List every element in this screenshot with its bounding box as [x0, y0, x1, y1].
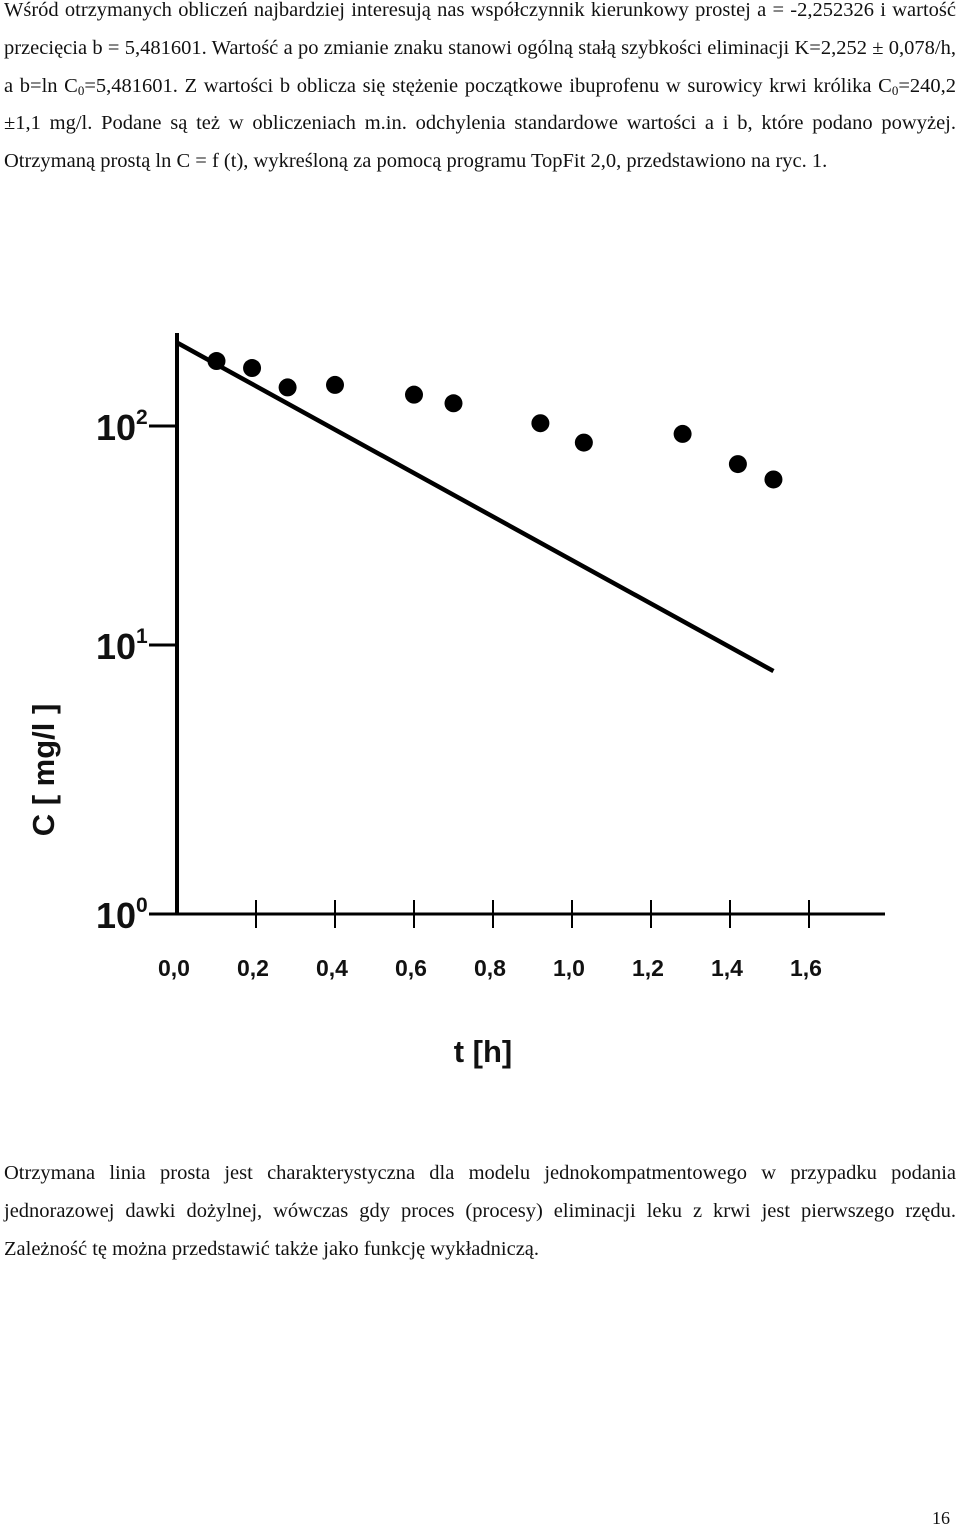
intro-text-2: =5,481601. Z wartości b oblicza się stęż…: [84, 74, 892, 97]
x-tick-label: 0,4: [316, 955, 348, 981]
x-tick-label: 0,6: [395, 955, 427, 981]
y-tick-exponent: 1: [136, 625, 148, 648]
data-point: [728, 455, 747, 474]
x-tick-label: 1,6: [790, 955, 822, 981]
subscript-zero: 0: [77, 82, 85, 98]
y-tick-label: 101: [96, 625, 148, 667]
data-point: [405, 385, 423, 404]
x-tick-label: 1,4: [711, 955, 743, 981]
page-number: 16: [932, 1508, 950, 1528]
x-axis-label: t [h]: [454, 1034, 513, 1069]
y-tick-label: 100: [96, 894, 148, 936]
fit-line-group: [175, 340, 775, 674]
subscript-zero: 0: [891, 82, 899, 98]
data-point: [574, 433, 593, 452]
chart-axes: [175, 333, 885, 916]
y-tick-base: 10: [96, 626, 136, 667]
data-point: [673, 424, 692, 443]
x-tick-label: 1,0: [553, 955, 585, 981]
intro-text-1: Wśród otrzymanych obliczeń najbardziej i…: [4, 0, 956, 97]
y-tick-base: 10: [96, 895, 136, 936]
x-tick-label: 0,2: [237, 955, 269, 981]
data-point: [326, 375, 344, 394]
y-axis-label: C [ mg/l ]: [26, 704, 61, 837]
intro-text-3: =240,2 ±1,1 mg/l. Podane są też w oblicz…: [4, 74, 957, 173]
x-tick-label: 1,2: [632, 955, 664, 981]
fit-line: [175, 340, 775, 674]
y-tick-exponent: 0: [136, 894, 148, 917]
y-tick-exponent: 2: [136, 406, 148, 429]
x-tick-label: 0,0: [158, 955, 190, 981]
y-tick-label: 102: [96, 406, 148, 448]
data-point: [531, 414, 550, 433]
y-tick-base: 10: [96, 407, 136, 448]
x-tick-label: 0,8: [474, 955, 506, 981]
data-point: [278, 378, 297, 397]
data-point: [444, 394, 463, 413]
data-point: [207, 352, 226, 371]
data-points-group: [207, 352, 783, 489]
data-point: [243, 359, 262, 378]
intro-paragraph: Wśród otrzymanych obliczeń najbardziej i…: [4, 0, 956, 181]
data-point: [764, 470, 783, 489]
conclusion-paragraph: Otrzymana linia prosta jest charakteryst…: [4, 1162, 956, 1260]
